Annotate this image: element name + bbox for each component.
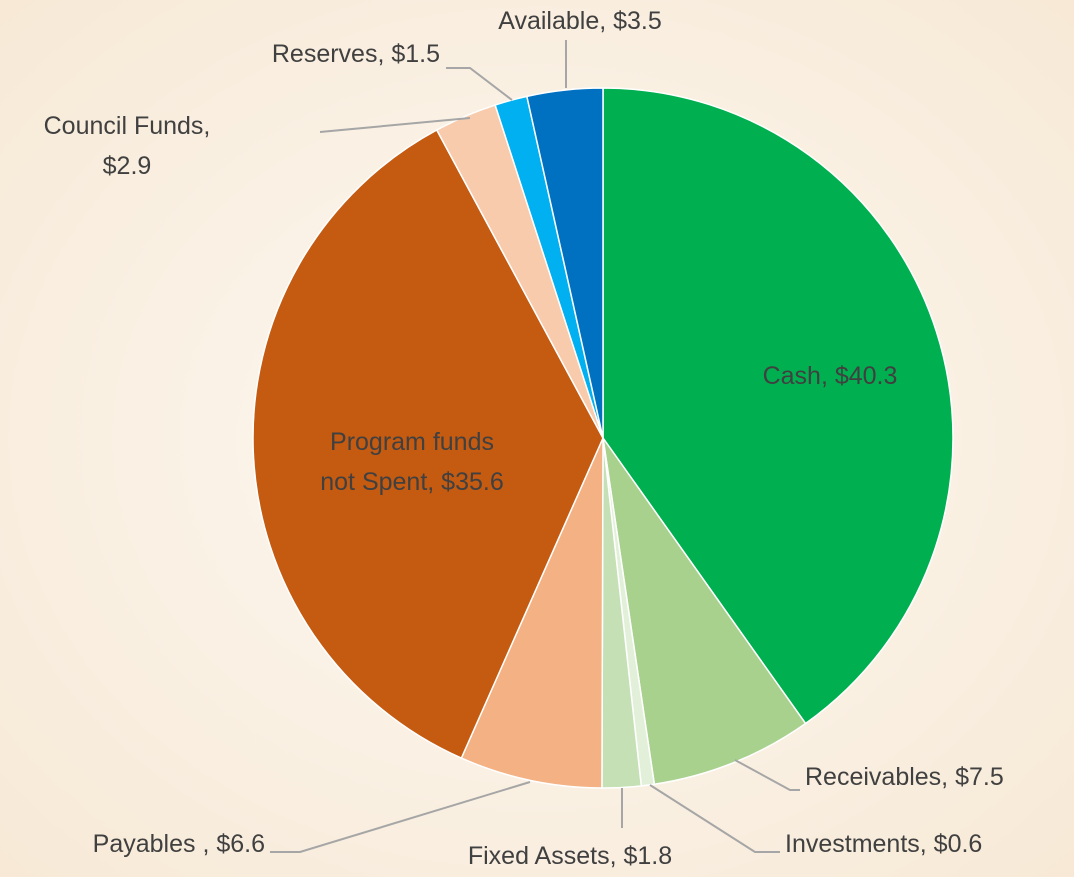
- pie-slice: [602, 437, 807, 786]
- data-label: Fixed Assets, $1.8: [468, 842, 672, 870]
- pie-slice: [525, 87, 604, 439]
- pie-slice: [460, 437, 604, 789]
- pie-slice: [252, 128, 604, 760]
- leader-line: [734, 759, 800, 791]
- data-label: Investments, $0.6: [785, 830, 982, 858]
- leader-line: [446, 67, 513, 101]
- data-label: Payables , $6.6: [93, 830, 265, 858]
- pie-slice: [602, 87, 954, 725]
- leader-line: [319, 117, 471, 133]
- leader-line: [270, 781, 531, 853]
- data-label: Receivables, $7.5: [805, 763, 1004, 791]
- leader-line: [649, 784, 780, 853]
- data-label: Available, $3.5: [498, 7, 662, 35]
- data-label: Reserves, $1.5: [272, 40, 440, 68]
- data-label: Program funds not Spent, $35.6: [320, 428, 503, 496]
- data-label: Council Funds, $2.9: [44, 112, 211, 180]
- data-label: Cash, $40.3: [763, 362, 898, 390]
